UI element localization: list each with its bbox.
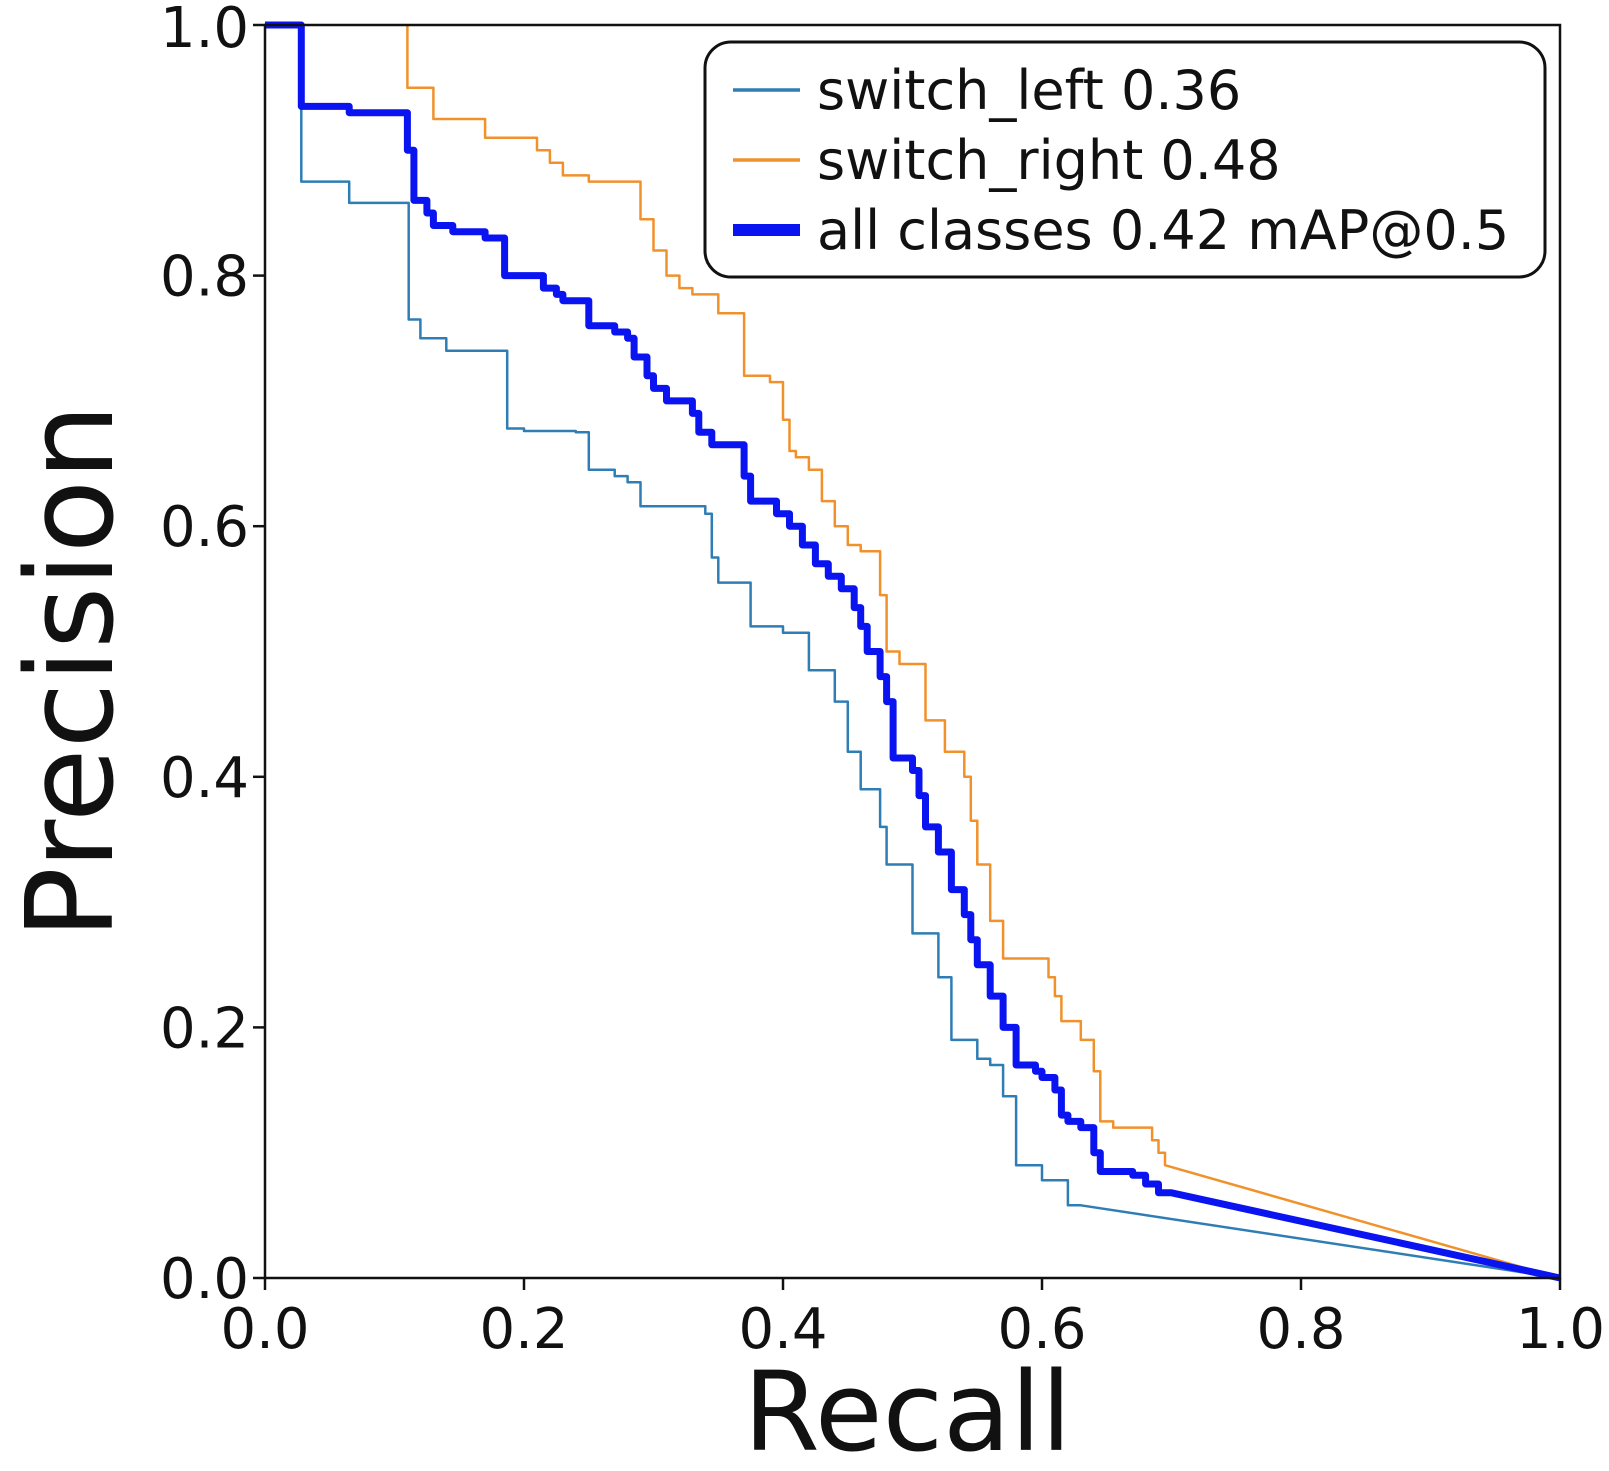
y-tick-label: 0.6: [160, 495, 249, 560]
x-axis-label: Recall: [743, 1348, 1071, 1471]
x-tick-label: 0.6: [997, 1297, 1086, 1362]
legend-label-3: all classes 0.42 mAP@0.5: [817, 199, 1509, 262]
y-axis-label: Precision: [2, 404, 141, 939]
legend-box: [703, 40, 1547, 279]
y-tick-label: 0.0: [160, 1247, 249, 1312]
legend-entries: switch_left 0.36 switch_right 0.48 all cla…: [733, 59, 1509, 262]
legend-label-1: switch_left 0.36: [817, 59, 1241, 122]
x-tick-label: 0.4: [738, 1297, 827, 1362]
y-tick-label: 0.4: [160, 746, 249, 811]
series-line-1: [265, 23, 1561, 1280]
x-tick-label: 0.2: [479, 1297, 568, 1362]
x-tick-label: 0.8: [1256, 1297, 1345, 1362]
x-tick-label: 0.0: [220, 1297, 309, 1362]
y-tick-label: 1.0: [160, 0, 249, 61]
x-tick-label: 1.0: [1516, 1297, 1605, 1362]
series-line-3: [265, 21, 1561, 1282]
y-tick-label: 0.2: [160, 996, 249, 1061]
legend: switch_left 0.36 switch_right 0.48 all cla…: [703, 40, 1547, 279]
legend-label-2: switch_right 0.48: [817, 129, 1281, 192]
ticks-layer: 0.0 0.2 0.4 0.6 0.8 1.0 0.0 0.2 0.4 0.6 0.8 1.0: [160, 0, 1605, 1362]
plot-frame: [263, 23, 1562, 1280]
series-layer: [265, 21, 1561, 1282]
y-tick-label: 0.8: [160, 245, 249, 310]
series-line-2: [406, 25, 1561, 1280]
